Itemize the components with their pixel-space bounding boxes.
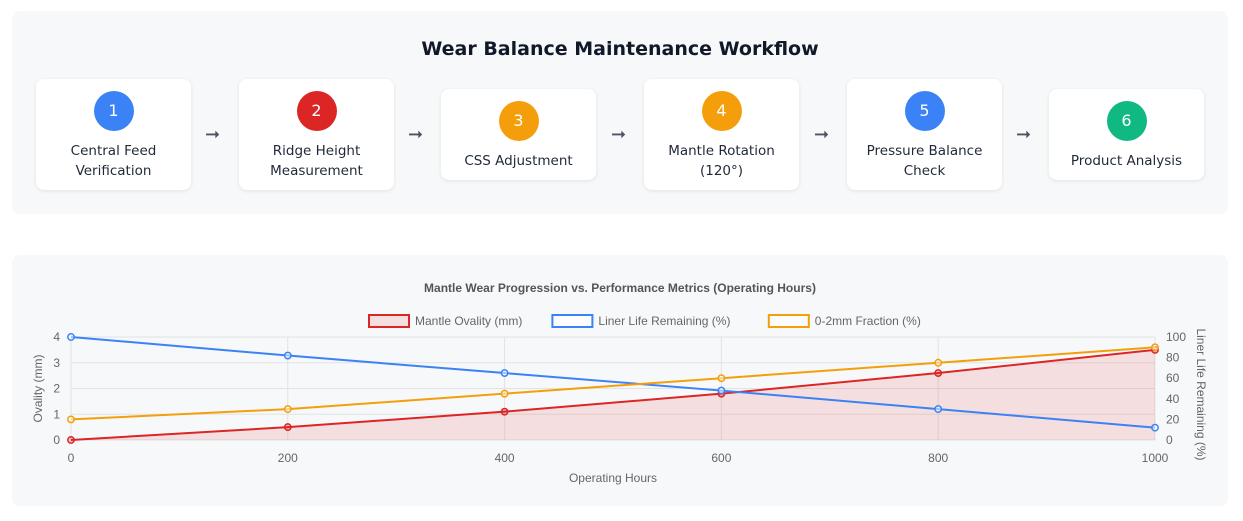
step-label-line: Measurement [270,163,363,179]
y-tick-label: 1 [53,407,60,421]
data-point [283,423,292,432]
workflow-title: Wear Balance Maintenance Workflow [421,38,819,60]
step-label-line: Pressure Balance [866,143,983,159]
step-label-line: Mantle Rotation [668,143,775,159]
legend-label: 0-2mm Fraction (%) [815,314,921,328]
workflow-step-3: 3 CSS Adjustment [441,89,596,180]
arrow-right-icon: ➞ [205,124,221,145]
y2-axis-title: Liner Life Remaining (%) [1194,328,1208,460]
y-tick-label: 3 [53,356,60,370]
y-axis-title: Ovality (mm) [31,355,45,423]
y2-tick-label: 0 [1166,433,1173,447]
data-point [283,351,292,360]
step-number-badge: 3 [498,101,539,141]
y-tick-label: 0 [53,433,60,447]
x-tick-label: 800 [928,451,948,465]
series-line [70,348,1156,441]
legend-swatch [767,314,810,328]
workflow-step-2: 2 Ridge Height Measurement [239,79,394,190]
workflow-step-4: 4 Mantle Rotation (120°) [644,79,799,190]
data-point [500,369,509,378]
y2-tick-label: 80 [1166,351,1180,365]
data-point [500,407,509,416]
series-line [70,336,1156,429]
x-tick-label: 1000 [1142,451,1169,465]
chart-panel: Mantle Wear Progression vs. Performance … [12,255,1228,506]
arrow-right-icon: ➞ [1016,124,1032,145]
data-point [67,415,75,424]
workflow-step-1: 1 Central Feed Verification [36,79,191,190]
y2-tick-label: 40 [1166,392,1180,406]
data-point [717,374,726,383]
legend-swatch [551,314,594,328]
step-number-badge: 5 [904,91,945,131]
step-label-line: Verification [75,163,152,179]
x-tick-label: 400 [495,451,515,465]
step-number-badge: 4 [701,91,742,131]
data-point [1151,343,1159,352]
step-number-badge: 2 [296,91,337,131]
x-tick-label: 0 [68,451,75,465]
y-tick-label: 4 [53,330,60,344]
workflow-panel: Wear Balance Maintenance Workflow 1 Cent… [12,11,1228,214]
data-point [717,386,726,395]
legend-swatch [368,314,410,328]
step-label-line: Check [903,163,946,179]
arrow-right-icon: ➞ [408,124,424,145]
chart-title: Mantle Wear Progression vs. Performance … [424,281,816,295]
step-label-line: (120°) [699,163,744,179]
series-area-fill [71,349,1155,440]
step-label-line: Ridge Height [272,143,361,159]
step-number-badge: 6 [1106,101,1147,141]
x-tick-label: 200 [278,451,298,465]
y2-tick-label: 100 [1166,330,1186,344]
series-line [70,346,1156,421]
step-label-line: Product Analysis [1070,153,1183,169]
legend-label: Mantle Ovality (mm) [415,314,522,328]
x-tick-label: 600 [711,451,731,465]
data-point [934,358,943,367]
step-number-badge: 1 [93,91,134,131]
x-axis-title: Operating Hours [569,471,657,485]
arrow-right-icon: ➞ [611,124,627,145]
data-point [283,405,292,414]
data-point [67,436,75,444]
data-point [67,333,75,341]
wear-chart: Mantle Wear Progression vs. Performance … [31,281,1208,485]
workflow-step-5: 5 Pressure Balance Check [847,79,1002,190]
step-label-line: Central Feed [70,143,157,159]
y-tick-label: 2 [53,382,60,396]
workflow-step-6: 6 Product Analysis [1049,89,1204,180]
legend-label: Liner Life Remaining (%) [598,314,730,328]
data-point [500,389,509,398]
arrow-right-icon: ➞ [814,124,830,145]
data-point [1151,423,1159,432]
data-point [934,369,943,378]
step-label-line: CSS Adjustment [464,153,573,169]
data-point [934,405,943,414]
y2-tick-label: 20 [1166,412,1180,426]
y2-tick-label: 60 [1166,371,1180,385]
